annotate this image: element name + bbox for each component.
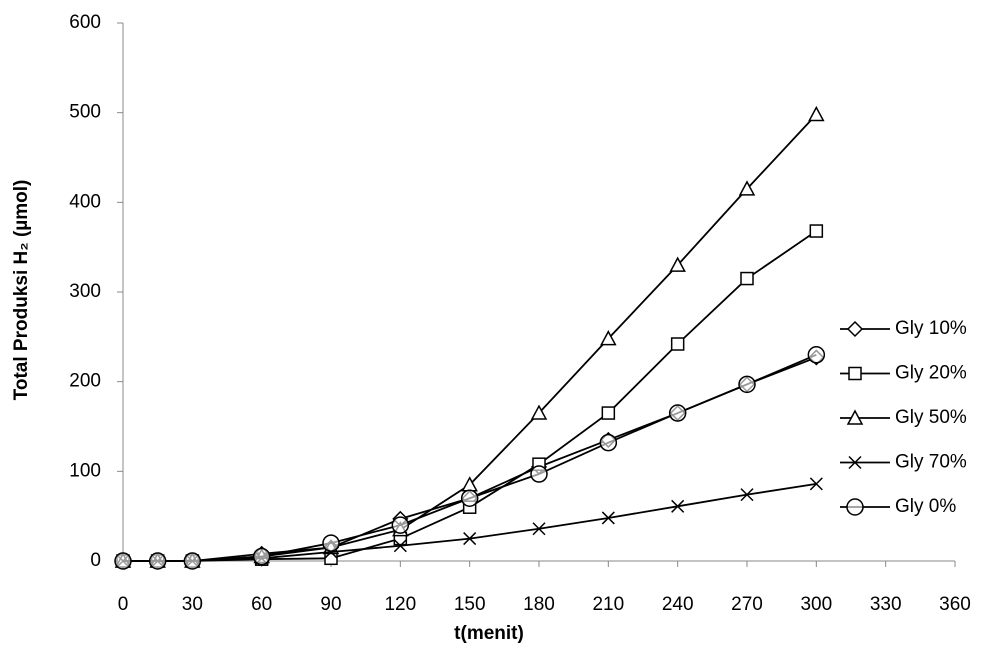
y-tick-label: 200 — [69, 371, 101, 392]
x-tick-label: 90 — [320, 594, 341, 615]
y-tick-label: 500 — [69, 102, 101, 123]
marker-square — [672, 338, 684, 350]
y-tick-label: 600 — [69, 12, 101, 33]
marker-circle — [670, 405, 686, 421]
x-tick-label: 120 — [384, 594, 416, 615]
marker-circle — [531, 466, 547, 482]
marker-circle — [462, 490, 478, 506]
x-tick-label: 60 — [251, 594, 272, 615]
background — [0, 0, 987, 649]
y-axis-label: Total Produksi H₂ (µmol) — [11, 180, 32, 401]
legend-label: Gly 70% — [895, 452, 967, 473]
y-tick-label: 100 — [69, 460, 101, 481]
marker-circle — [323, 535, 339, 551]
legend-label: Gly 50% — [895, 407, 967, 428]
marker-circle — [392, 517, 408, 533]
x-axis-label: t(menit) — [454, 623, 524, 644]
marker-circle — [184, 553, 200, 569]
marker-square — [602, 407, 614, 419]
marker-circle — [808, 347, 824, 363]
x-tick-label: 0 — [118, 594, 129, 615]
marker-square — [810, 225, 822, 237]
legend-label: Gly 10% — [895, 318, 967, 339]
legend-label: Gly 20% — [895, 363, 967, 384]
marker-circle — [254, 549, 270, 565]
marker-circle — [150, 553, 166, 569]
x-tick-label: 240 — [662, 594, 694, 615]
x-tick-label: 270 — [731, 594, 763, 615]
legend-label: Gly 0% — [895, 496, 956, 517]
page: t(menit) Total Produksi H₂ (µmol) 0 100 20… — [0, 0, 987, 649]
legend-marker — [847, 499, 863, 515]
marker-circle — [600, 435, 616, 451]
x-tick-label: 300 — [800, 594, 832, 615]
x-tick-label: 210 — [592, 594, 624, 615]
y-tick-label: 0 — [90, 550, 101, 571]
x-tick-label: 330 — [870, 594, 902, 615]
x-tick-label: 360 — [939, 594, 971, 615]
marker-circle — [115, 553, 131, 569]
marker-square — [741, 273, 753, 285]
legend-marker — [849, 368, 861, 380]
x-tick-label: 30 — [182, 594, 203, 615]
y-tick-label: 300 — [69, 281, 101, 302]
x-tick-label: 180 — [523, 594, 555, 615]
y-tick-label: 400 — [69, 191, 101, 212]
x-tick-label: 150 — [454, 594, 486, 615]
chart: t(menit) Total Produksi H₂ (µmol) 0 100 20… — [0, 0, 987, 649]
marker-circle — [739, 376, 755, 392]
